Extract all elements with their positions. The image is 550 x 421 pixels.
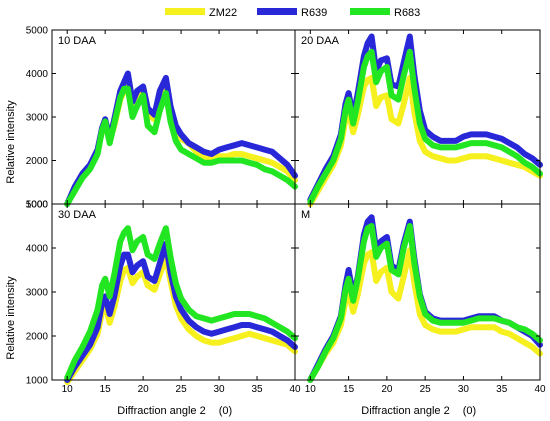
x-tick-label: 10	[305, 384, 317, 395]
y-tick-label: 3000	[26, 113, 49, 124]
legend-swatch	[350, 8, 390, 15]
x-tick-label: 25	[176, 384, 188, 395]
legend-item: R639	[257, 7, 327, 19]
x-tick-label: 30	[458, 384, 470, 395]
y-tick-label: 5000	[26, 26, 49, 37]
legend-swatch	[257, 8, 297, 15]
legend-item: R683	[350, 7, 420, 19]
legend: ZM22 R639 R683	[165, 7, 420, 19]
y-tick-label: 4000	[26, 244, 49, 255]
chart-panel: 10 15 20 25 30 35 40 1000 2000 3000 4000 5000 30 DAA	[26, 200, 301, 396]
y-axis-title: Relative intensity	[5, 100, 17, 184]
y-tick-label: 1000	[26, 200, 49, 211]
y-tick-label: 2000	[26, 332, 49, 343]
x-axis-title-text: Diffraction angle 2	[361, 405, 449, 417]
x-axis-unit: (0)	[219, 405, 232, 417]
y-tick-label: 2000	[26, 156, 49, 167]
series-line	[307, 48, 543, 205]
x-axis-title-text: Diffraction angle 2	[117, 405, 205, 417]
chart-panel: 20 DAA	[294, 29, 543, 207]
x-tick-label: 35	[496, 384, 508, 395]
panel-label: 20 DAA	[301, 35, 340, 47]
x-tick-label: 10	[62, 384, 74, 395]
legend-swatch	[165, 8, 205, 15]
series-line	[307, 223, 543, 383]
x-tick-label: 30	[214, 384, 226, 395]
chart-panel: 1000 2000 3000 4000 5000 10 DAA	[26, 26, 298, 211]
chart-panel: 10 15 20 25 30 35 40 M	[294, 203, 546, 395]
x-tick-label: 40	[289, 384, 301, 395]
x-axis-title: Diffraction angle 2 (0)	[361, 405, 476, 417]
panel-label: M	[301, 209, 310, 221]
legend-label: R683	[394, 7, 420, 19]
y-tick-label: 5000	[26, 200, 49, 211]
x-tick-label: 15	[343, 384, 355, 395]
y-axis-title-lower: Relative intensity	[5, 276, 17, 360]
series-line	[64, 85, 298, 207]
x-axis-titles: Diffraction angle 2 (0) Diffraction angle …	[117, 405, 476, 417]
x-axis-title: Diffraction angle 2 (0)	[117, 405, 232, 417]
series-line	[64, 225, 298, 381]
x-tick-label: 20	[138, 384, 150, 395]
x-tick-label: 40	[534, 384, 546, 395]
x-tick-label: 15	[100, 384, 112, 395]
legend-label: ZM22	[209, 7, 237, 19]
panel-label: 10 DAA	[58, 35, 97, 47]
y-tick-label: 3000	[26, 288, 49, 299]
legend-label: R639	[301, 7, 327, 19]
x-axis-unit: (0)	[463, 405, 476, 417]
y-tick-label: 4000	[26, 69, 49, 80]
x-tick-label: 25	[420, 384, 432, 395]
legend-item: ZM22	[165, 7, 237, 19]
panel-label: 30 DAA	[58, 209, 97, 221]
chart-panels: 1000 2000 3000 4000 5000 10 DAA 20 DAA 10 15 20 25…	[26, 26, 546, 396]
x-tick-label: 35	[251, 384, 263, 395]
series-line	[307, 33, 543, 203]
series-line	[64, 240, 298, 383]
x-tick-label: 20	[381, 384, 393, 395]
y-tick-label: 1000	[26, 376, 49, 387]
